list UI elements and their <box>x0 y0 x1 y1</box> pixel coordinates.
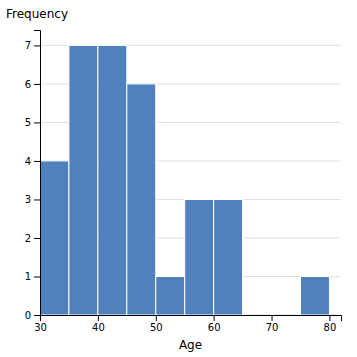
tick: 50 <box>150 315 163 333</box>
tick-label: 2 <box>25 233 31 244</box>
tick-mark <box>34 315 40 316</box>
bar <box>40 161 69 315</box>
tick-label: 7 <box>25 40 31 51</box>
tick-label: 3 <box>25 194 31 205</box>
tick: 60 <box>208 315 221 333</box>
bar <box>185 199 214 315</box>
bar <box>156 276 185 315</box>
tick-mark <box>34 199 40 200</box>
bar <box>243 315 301 316</box>
tick: 30 <box>34 315 47 333</box>
bar <box>214 199 243 315</box>
tick-label: 1 <box>25 271 31 282</box>
tick: 2 <box>25 233 40 244</box>
tick: 1 <box>25 271 40 282</box>
tick-mark <box>34 276 40 277</box>
tick: 40 <box>92 315 105 333</box>
bar <box>300 276 329 315</box>
tick-mark <box>329 315 330 321</box>
tick-label: 60 <box>208 322 221 333</box>
tick-mark <box>98 315 99 321</box>
tick: 7 <box>25 40 40 51</box>
tick-mark <box>34 45 40 46</box>
plot: 30 40 50 60 70 80 0 1 2 3 4 5 6 7 <box>25 31 342 334</box>
tick-mark <box>34 84 40 85</box>
tick-label: 40 <box>92 322 105 333</box>
tick-label: 50 <box>150 322 163 333</box>
y-axis: 0 1 2 3 4 5 6 7 <box>25 31 41 321</box>
axis-line <box>34 31 41 316</box>
tick-mark <box>34 122 40 123</box>
tick-label: 80 <box>324 322 337 333</box>
tick: 0 <box>25 310 40 321</box>
tick-label: 0 <box>25 310 31 321</box>
tick-mark <box>34 161 40 162</box>
tick: 3 <box>25 194 40 205</box>
tick-label: 4 <box>25 156 31 167</box>
tick: 6 <box>25 79 40 90</box>
grid <box>40 45 341 315</box>
tick: 80 <box>324 315 337 333</box>
bar <box>127 84 156 315</box>
bar <box>98 45 127 315</box>
bars <box>40 45 329 315</box>
x-label: Age <box>179 338 202 352</box>
tick-mark <box>34 238 40 239</box>
tick-label: 6 <box>25 79 31 90</box>
tick-mark <box>272 315 273 321</box>
tick: 4 <box>25 156 40 167</box>
tick-label: 5 <box>25 117 31 128</box>
chart: 30 40 50 60 70 80 0 1 2 3 4 5 6 7 Age Frequency <box>0 0 357 357</box>
y-label: Frequency <box>6 7 68 21</box>
tick-label: 30 <box>34 322 47 333</box>
x-axis: 30 40 50 60 70 80 <box>34 315 341 333</box>
tick: 70 <box>266 315 279 333</box>
axis-line <box>41 316 342 322</box>
tick-label: 70 <box>266 322 279 333</box>
tick-mark <box>214 315 215 321</box>
tick: 5 <box>25 117 40 128</box>
tick-mark <box>156 315 157 321</box>
bar <box>69 45 98 315</box>
